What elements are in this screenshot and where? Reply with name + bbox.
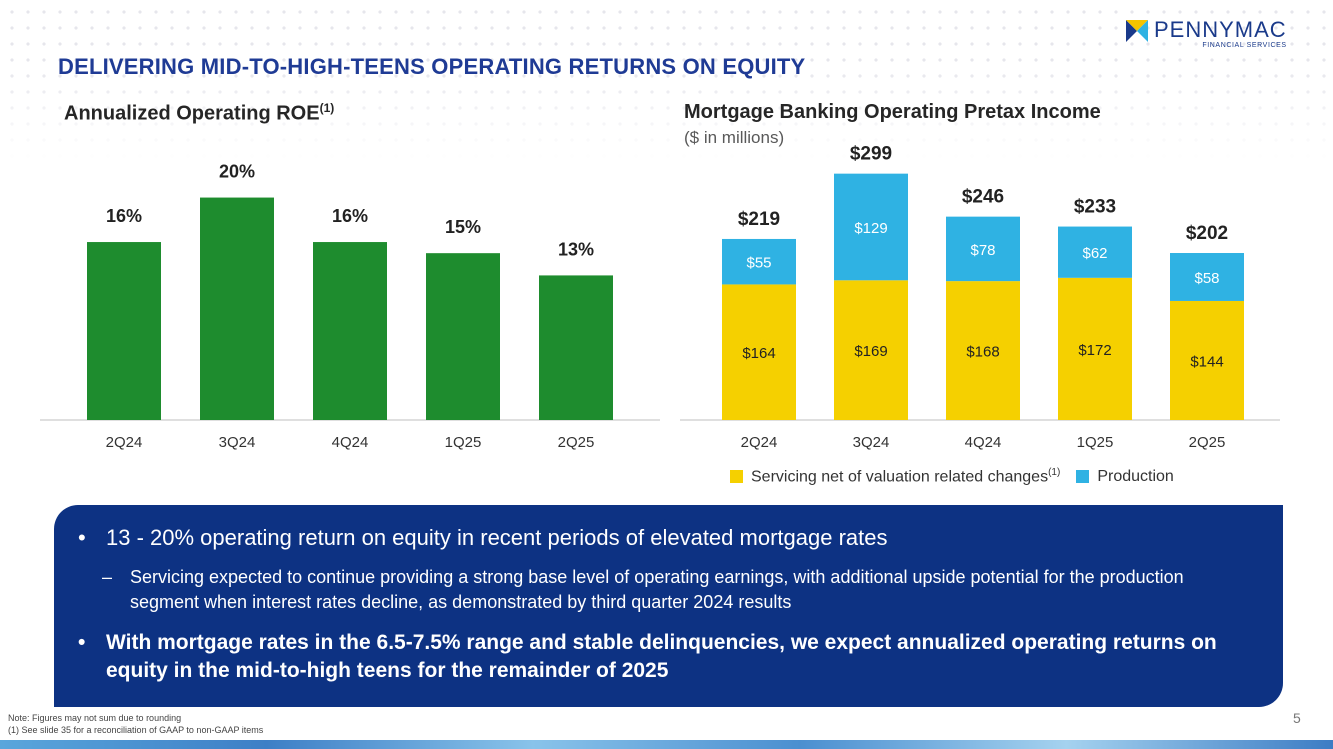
production-value-label: $78 (970, 242, 995, 259)
commentary-bullet-2-text: With mortgage rates in the 6.5-7.5% rang… (106, 631, 1217, 682)
roe-chart-title-footnote: (1) (319, 101, 335, 115)
footer-bar (0, 740, 1333, 749)
legend-label-servicing: Servicing net of valuation related chang… (751, 467, 1060, 486)
servicing-bar-segment (834, 280, 908, 420)
servicing-bar-segment (1058, 277, 1132, 420)
roe-value-label: 20% (219, 162, 255, 182)
production-bar-segment (722, 238, 796, 285)
servicing-bar-segment (1170, 300, 1244, 420)
roe-tick-label: 3Q24 (219, 434, 256, 451)
page-number: 5 (1293, 710, 1301, 726)
legend-servicing-text: Servicing net of valuation related chang… (751, 468, 1049, 486)
servicing-bar-segment (946, 281, 1020, 420)
pretax-tick-label: 2Q25 (1189, 434, 1226, 451)
roe-tick-label: 4Q24 (332, 434, 369, 451)
servicing-value-label: $164 (742, 345, 775, 362)
legend-swatch-production (1076, 470, 1090, 484)
pretax-total-label: $202 (1186, 223, 1228, 244)
production-bar-segment (1058, 226, 1132, 278)
pretax-total-label: $219 (738, 209, 780, 230)
bullet-marker: • (78, 631, 86, 654)
logo-subtitle: FINANCIAL SERVICES (1202, 42, 1287, 49)
logo-name: PENNYMAC (1154, 17, 1287, 42)
production-value-label: $55 (746, 255, 771, 272)
production-bar-segment (946, 216, 1020, 282)
pretax-tick-label: 3Q24 (853, 434, 890, 451)
commentary-bullet-2: • With mortgage rates in the 6.5-7.5% ra… (78, 629, 1258, 685)
servicing-value-label: $168 (966, 344, 999, 361)
production-value-label: $62 (1082, 245, 1107, 262)
roe-tick-label: 1Q25 (445, 434, 482, 451)
production-bar-segment (1170, 253, 1244, 301)
pretax-total-label: $233 (1074, 197, 1116, 218)
legend-swatch-servicing (730, 470, 743, 484)
roe-chart: 16% 2Q24 20% 3Q24 16% 4Q24 15% 1Q25 13% 2Q25 (40, 162, 660, 451)
servicing-value-label: $169 (854, 343, 887, 360)
legend-servicing-footnote: (1) (1048, 467, 1061, 478)
roe-value-label: 13% (558, 239, 594, 259)
pennymac-logo: PENNYMAC FINANCIAL SERVICES (1126, 18, 1287, 50)
pretax-chart-subtitle: ($ in millions) (684, 128, 785, 147)
production-value-label: $129 (854, 220, 887, 237)
pretax-tick-label: 4Q24 (965, 434, 1002, 451)
bullet-marker: • (78, 525, 86, 550)
roe-bar (313, 242, 387, 420)
dash-marker: – (102, 567, 113, 587)
production-bar-segment (834, 173, 908, 281)
roe-value-label: 16% (332, 206, 368, 226)
roe-bar (200, 197, 274, 420)
roe-tick-label: 2Q24 (106, 434, 143, 451)
pretax-chart-title: Mortgage Banking Operating Pretax Income (684, 101, 1101, 123)
servicing-value-label: $144 (1190, 353, 1223, 370)
pennymac-logo-icon (1126, 20, 1148, 42)
pretax-tick-label: 2Q24 (741, 434, 778, 451)
footnotes: Note: Figures may not sum due to roundin… (8, 712, 263, 736)
legend-label-production: Production (1097, 467, 1174, 485)
dotted-background (0, 0, 1333, 160)
roe-bar (539, 275, 613, 420)
servicing-value-label: $172 (1078, 342, 1111, 359)
pretax-chart: $164 $55 $219 2Q24 $169 $129 $299 3Q24 $168 $78 $2… (680, 144, 1280, 451)
roe-bar (426, 253, 500, 420)
pretax-legend: Servicing net of valuation related chang… (730, 467, 1174, 486)
pretax-tick-label: 1Q25 (1077, 434, 1114, 451)
servicing-bar-segment (722, 284, 796, 420)
roe-bar (87, 242, 161, 420)
production-value-label: $58 (1194, 270, 1219, 287)
roe-chart-title-text: Annualized Operating ROE (64, 102, 320, 125)
pretax-total-label: $299 (850, 144, 892, 165)
commentary-sub-bullet-text: Servicing expected to continue providing… (130, 567, 1184, 612)
roe-tick-label: 2Q25 (558, 434, 595, 451)
commentary-bullet-1: • 13 - 20% operating return on equity in… (78, 525, 887, 551)
roe-value-label: 16% (106, 206, 142, 226)
commentary-bullet-1-text: 13 - 20% operating return on equity in r… (106, 525, 888, 550)
commentary-panel: • 13 - 20% operating return on equity in… (54, 505, 1283, 707)
page-title: DELIVERING MID-TO-HIGH-TEENS OPERATING R… (58, 54, 806, 79)
footnote-line-1: Note: Figures may not sum due to roundin… (8, 713, 182, 723)
pretax-total-label: $246 (962, 187, 1004, 208)
footnote-line-2: (1) See slide 35 for a reconciliation of… (8, 725, 264, 735)
roe-chart-title: Annualized Operating ROE(1) (64, 101, 334, 126)
commentary-sub-bullet: – Servicing expected to continue providi… (102, 565, 1252, 615)
roe-value-label: 15% (445, 217, 481, 237)
